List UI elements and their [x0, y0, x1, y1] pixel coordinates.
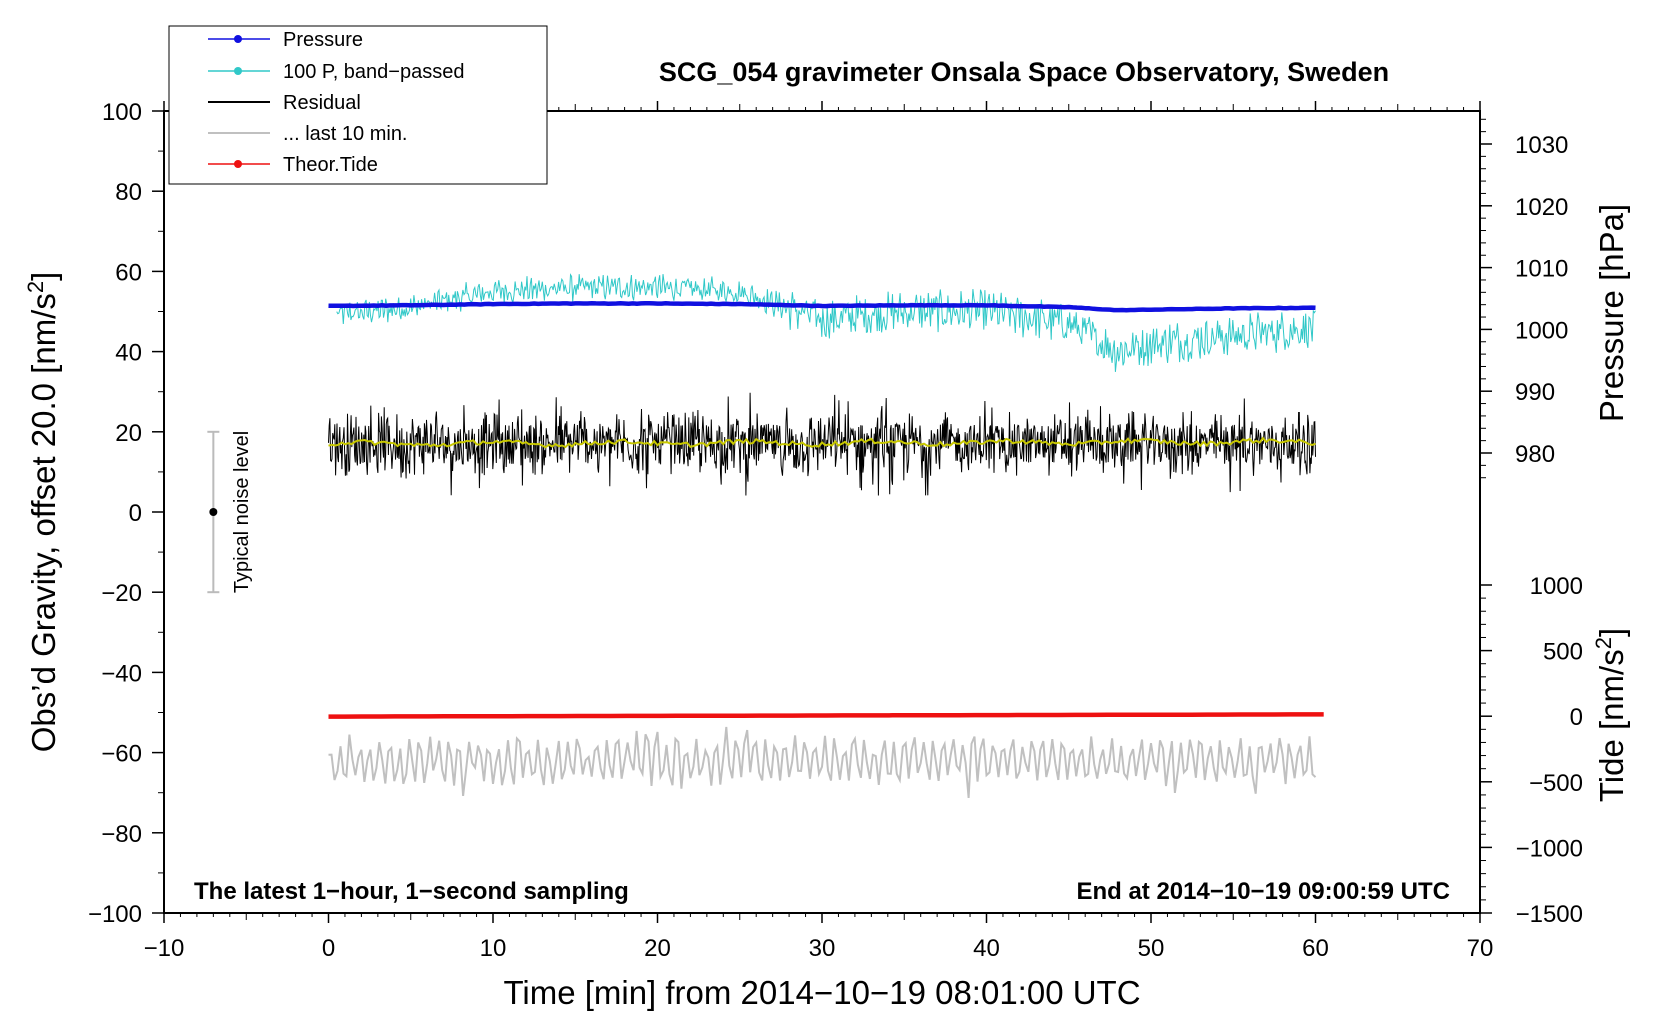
x-tick-label: 40 — [973, 935, 1000, 962]
band-passed-series — [336, 273, 1316, 372]
pressure-axis-tick-labels: 980 990 1000 1010 1020 1030 — [1515, 132, 1568, 468]
y-tick-label: 100 — [102, 99, 142, 126]
legend-label: Theor.Tide — [283, 154, 378, 176]
x-tick-label: 30 — [809, 935, 836, 962]
legend-label: Pressure — [283, 29, 363, 51]
pressure-tick-label: 1020 — [1515, 194, 1568, 221]
noise-level-label: Typical noise level — [231, 431, 253, 593]
last-10-min-series — [328, 726, 1317, 798]
noise-center-dot — [209, 508, 218, 516]
tide-tick-label: 1000 — [1530, 573, 1583, 600]
legend-marker-pressure — [234, 35, 242, 43]
residual-smoothed-series — [328, 436, 1316, 449]
pressure-tick-label: 980 — [1515, 441, 1555, 468]
legend-box — [168, 25, 548, 185]
y-tick-label: −80 — [101, 821, 142, 848]
tide-tick-label: −1500 — [1516, 901, 1583, 928]
y-tick-label: 60 — [115, 259, 142, 286]
tide-axis-title: Tide [nm/s2] — [1591, 628, 1630, 802]
legend-entry-pressure: Pressure — [208, 29, 363, 51]
pressure-tick-label: 990 — [1515, 379, 1555, 406]
legend-marker-theor-tide — [234, 160, 242, 168]
y-tick-label: 80 — [115, 179, 142, 206]
x-axis-tick-labels: −10 0 10 20 30 40 50 60 70 — [144, 935, 1494, 962]
legend-label: Residual — [283, 92, 361, 114]
axis-ticks — [152, 101, 1492, 923]
x-tick-label: 50 — [1138, 935, 1165, 962]
y-axis-tick-labels: −100 −80 −60 −40 −20 0 20 40 60 80 100 — [88, 99, 142, 928]
chart-title: SCG_054 gravimeter Onsala Space Observat… — [659, 57, 1389, 87]
legend-entry-residual: Residual — [208, 92, 361, 114]
tide-tick-label: −1000 — [1516, 835, 1583, 862]
y-tick-label: −60 — [101, 741, 142, 768]
y-tick-label: 20 — [115, 420, 142, 447]
legend-label: ... last 10 min. — [283, 123, 408, 145]
pressure-tick-label: 1010 — [1515, 256, 1568, 283]
x-tick-label: −10 — [144, 935, 185, 962]
legend-entry-band-passed: 100 P, band−passed — [208, 61, 464, 83]
pressure-axis-title: Pressure [hPa] — [1593, 204, 1630, 422]
x-tick-label: 0 — [322, 935, 335, 962]
tide-tick-label: 500 — [1543, 639, 1583, 666]
y-tick-label: 40 — [115, 340, 142, 367]
legend-marker-band-passed — [234, 67, 242, 75]
legend-entry-last-10-min: ... last 10 min. — [208, 123, 408, 145]
plot-area — [328, 273, 1324, 798]
tide-tick-label: 0 — [1570, 704, 1583, 731]
pressure-tick-label: 1030 — [1515, 132, 1568, 159]
y-tick-label: 0 — [129, 500, 142, 527]
y-tick-label: −100 — [88, 901, 142, 928]
tide-tick-label: −500 — [1529, 770, 1583, 797]
x-tick-label: 20 — [644, 935, 671, 962]
pressure-series — [328, 300, 1316, 313]
x-tick-label: 70 — [1467, 935, 1494, 962]
y-tick-label: −20 — [101, 580, 142, 607]
pressure-tick-label: 1000 — [1515, 317, 1568, 344]
legend: Pressure 100 P, band−passed Residual ...… — [168, 25, 548, 185]
noise-level-marker — [207, 430, 220, 594]
end-time-note: End at 2014−10−19 09:00:59 UTC — [1076, 878, 1450, 905]
x-axis-title: Time [min] from 2014−10−19 08:01:00 UTC — [503, 974, 1140, 1011]
y-tick-label: −40 — [101, 660, 142, 687]
sampling-note: The latest 1−hour, 1−second sampling — [194, 878, 629, 905]
legend-label: 100 P, band−passed — [283, 61, 464, 83]
x-tick-label: 10 — [480, 935, 507, 962]
tide-axis-tick-labels: −1500 −1000 −500 0 500 1000 — [1516, 573, 1583, 928]
x-tick-label: 60 — [1302, 935, 1329, 962]
theoretical-tide-series — [328, 712, 1324, 719]
y-axis-title: Obs’d Gravity, offset 20.0 [nm/s2] — [23, 272, 62, 753]
legend-entry-theor-tide: Theor.Tide — [208, 154, 378, 176]
